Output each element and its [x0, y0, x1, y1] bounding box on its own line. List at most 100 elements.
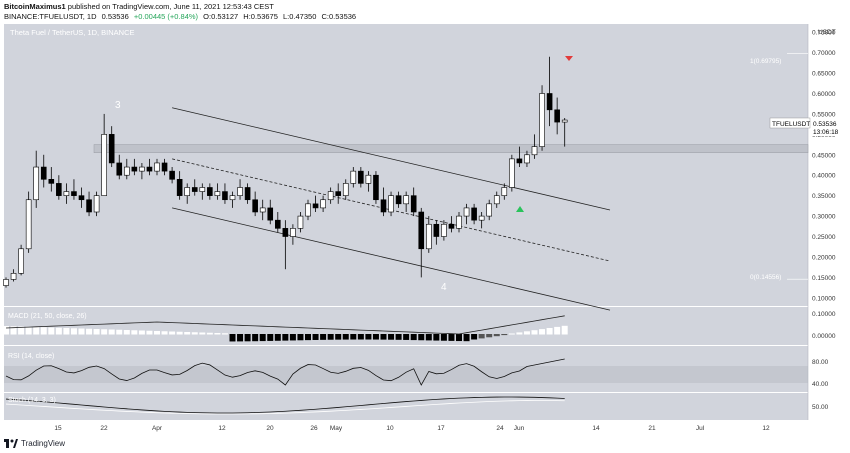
candle [124, 158, 130, 180]
candle [509, 154, 515, 192]
time-tick: 14 [592, 425, 600, 432]
macd-bar [101, 329, 108, 335]
stoch-label: Stoch (14, 3, 3) [8, 397, 56, 404]
candle [297, 212, 304, 233]
time-tick: Jun [514, 425, 525, 432]
macd-series [3, 315, 568, 342]
candle [108, 126, 115, 168]
candle [86, 191, 92, 217]
time-tick: Apr [152, 425, 163, 432]
candle [244, 183, 251, 204]
sell-signal-marker [565, 56, 573, 61]
candle [463, 203, 470, 225]
candle [161, 158, 168, 176]
candle [259, 199, 266, 221]
price-change: +0.00445 (+0.84%) [133, 12, 199, 21]
candle [448, 216, 455, 233]
price-tick: 0.40000 [812, 173, 836, 180]
candle [252, 191, 258, 217]
candle [365, 171, 372, 192]
macd-bar [327, 334, 334, 340]
macd-bar [48, 327, 55, 335]
time-tick: 20 [266, 425, 274, 432]
channel-upper [172, 107, 611, 211]
macd-bar [305, 334, 311, 341]
author-name[interactable]: BitcoinMaximus1 [4, 2, 66, 11]
close-value: C:0.53536 [321, 12, 357, 21]
candle [373, 171, 379, 204]
macd-bar [244, 334, 251, 342]
candle [380, 187, 387, 217]
tradingview-brand[interactable]: TradingView [21, 439, 66, 448]
candle [63, 183, 70, 204]
candle [554, 97, 560, 135]
macd-bar [531, 330, 538, 335]
macd-bar [501, 334, 508, 336]
macd-bar [425, 334, 432, 341]
macd-bar [478, 334, 485, 339]
candle [403, 191, 409, 212]
macd-bar [523, 331, 530, 335]
price-tick: 0.20000 [812, 254, 836, 261]
candle [410, 187, 417, 217]
macd-line [5, 315, 565, 335]
macd-bar [312, 334, 319, 340]
candle [176, 171, 183, 200]
candle [199, 183, 206, 200]
price-panel[interactable] [4, 24, 808, 306]
macd-bar [206, 332, 213, 335]
candle [18, 244, 24, 276]
candle [305, 199, 311, 221]
macd-bar [418, 334, 425, 341]
candle [214, 183, 221, 200]
macd-bar [456, 334, 462, 342]
candle [395, 191, 402, 208]
candle [10, 269, 17, 282]
macd-bar [342, 334, 349, 340]
price-tick: 0.45000 [812, 152, 836, 159]
macd-bar [539, 329, 546, 335]
macd-bar [154, 331, 160, 335]
macd-bar [508, 333, 515, 335]
macd-bar [116, 329, 123, 335]
candle [486, 199, 493, 221]
candle [56, 175, 62, 200]
macd-bar [123, 330, 130, 335]
candle [93, 191, 100, 217]
wave-label-3: 3 [115, 100, 121, 111]
price-tick: 0.15000 [812, 275, 836, 282]
macd-bar [448, 334, 455, 341]
published-line: published on TradingView.com, June 11, 2… [67, 2, 274, 11]
candle [25, 191, 32, 253]
macd-bar [161, 331, 168, 335]
candle [456, 212, 462, 233]
macd-bar [516, 332, 523, 335]
macd-bar [55, 327, 62, 335]
macd-bar [10, 326, 17, 335]
stoch-tick-1: 50.00 [812, 404, 829, 411]
candle [191, 179, 198, 196]
time-axis[interactable]: 15 22 Apr 12 20 26 May 10 17 24 Jun 14 21 Jul 12 [54, 425, 770, 432]
price-axis-unit: USDT [818, 29, 836, 36]
tradingview-logo-icon [4, 439, 18, 448]
price-tick: 0.75000 [812, 30, 836, 37]
rsi-tick-2: 40.00 [812, 381, 829, 388]
buy-signal-marker [516, 206, 524, 212]
time-tick: 17 [437, 425, 445, 432]
support-zone [93, 144, 809, 153]
macd-bar [237, 334, 244, 342]
time-tick: 21 [648, 425, 656, 432]
symbol-line: BINANCE:TFUELUSDT, 1D [4, 12, 97, 21]
candle [222, 183, 228, 204]
candle [267, 199, 274, 225]
macd-bar [335, 334, 342, 340]
price-tick: 0.25000 [812, 234, 836, 241]
price-tag: TFUELUSDT 0.53536 13:06:18 [769, 117, 848, 136]
time-tick: 12 [762, 425, 770, 432]
macd-bar [184, 332, 191, 335]
candle [516, 146, 523, 168]
candle [327, 187, 334, 204]
candle [433, 220, 440, 245]
